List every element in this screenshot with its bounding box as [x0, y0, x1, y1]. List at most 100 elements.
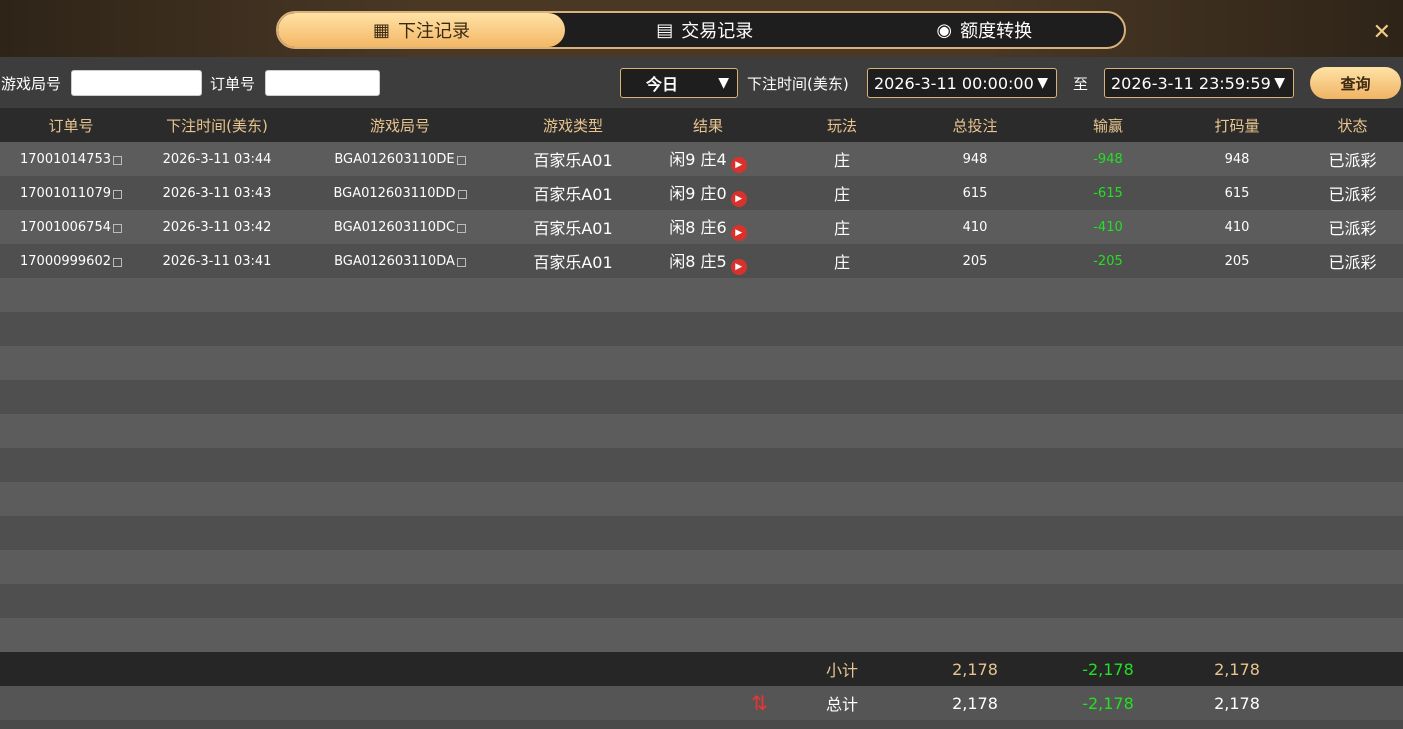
game-type: 百家乐A01	[533, 219, 613, 238]
refresh-icon[interactable]: ⇅	[751, 691, 768, 715]
play-replay-icon[interactable]: ▶	[730, 258, 747, 275]
copy-icon[interactable]	[112, 155, 122, 165]
column-header: 下注时间(美东)	[166, 116, 268, 135]
empty-row	[0, 380, 1403, 414]
game-type: 百家乐A01	[533, 185, 613, 204]
play-replay-icon[interactable]: ▶	[730, 190, 747, 207]
tab-transaction-records[interactable]: ▤ 交易记录	[656, 19, 754, 43]
order-id: 17001014753	[20, 151, 111, 167]
tab-bar: ▦ 下注记录 ▤ 交易记录 ◉ 额度转换	[276, 11, 1126, 49]
status: 已派彩	[1328, 253, 1377, 272]
empty-row	[0, 482, 1403, 516]
round-id: BGA012603110DE	[334, 151, 455, 167]
valid-bet: 615	[1224, 185, 1250, 201]
order-label: 订单号	[210, 75, 256, 93]
query-button[interactable]: 查询	[1310, 67, 1401, 99]
win-loss: -948	[1093, 151, 1123, 167]
column-header: 玩法	[826, 116, 857, 135]
total-bet: 410	[962, 219, 988, 235]
win-loss: -615	[1093, 185, 1123, 201]
start-time-select[interactable]: 2026-3-11 00:00:00 ▼	[867, 68, 1057, 98]
play-type: 庄	[833, 219, 850, 238]
copy-icon[interactable]	[112, 223, 122, 233]
tab-bet-records[interactable]: ▦ 下注记录	[278, 13, 565, 47]
result: 闲8 庄6	[669, 217, 727, 237]
copy-icon[interactable]	[456, 257, 466, 267]
column-header: 订单号	[48, 116, 94, 135]
coins-icon: ◉	[936, 19, 953, 41]
order-id: 17001006754	[20, 219, 111, 235]
close-icon[interactable]: ✕	[1372, 20, 1391, 45]
subtotal-win: -2,178	[1082, 659, 1134, 679]
win-loss: -205	[1093, 253, 1123, 269]
round-id: BGA012603110DC	[333, 219, 456, 235]
total-bet: 205	[962, 253, 988, 269]
chevron-down-icon: ▼	[1037, 75, 1048, 91]
order-input[interactable]	[265, 70, 380, 96]
total-row: ⇅ 总计 2,178 -2,178 2,178	[0, 686, 1403, 720]
table-row: 17001006754 2026-3-11 03:42 BGA012603110…	[0, 210, 1403, 244]
copy-icon[interactable]	[456, 155, 466, 165]
play-replay-icon[interactable]: ▶	[730, 156, 747, 173]
result: 闲8 庄5	[669, 251, 727, 271]
column-header: 总投注	[952, 116, 998, 135]
empty-row	[0, 278, 1403, 312]
empty-row	[0, 618, 1403, 652]
valid-bet: 948	[1224, 151, 1250, 167]
column-header: 结果	[692, 116, 723, 135]
status: 已派彩	[1328, 219, 1377, 238]
copy-icon[interactable]	[112, 189, 122, 199]
total-win: -2,178	[1082, 693, 1134, 713]
copy-icon[interactable]	[457, 223, 467, 233]
round-id: BGA012603110DA	[334, 253, 455, 269]
play-type: 庄	[833, 151, 850, 170]
game-type: 百家乐A01	[533, 253, 613, 272]
table-row: 17001014753 2026-3-11 03:44 BGA012603110…	[0, 142, 1403, 176]
status: 已派彩	[1328, 185, 1377, 204]
period-select[interactable]: 今日 ▼	[620, 68, 738, 98]
column-header: 输赢	[1092, 116, 1123, 135]
column-header: 游戏局号	[369, 116, 430, 135]
bet-time: 2026-3-11 03:43	[162, 185, 272, 201]
play-replay-icon[interactable]: ▶	[730, 224, 747, 241]
win-loss: -410	[1093, 219, 1123, 235]
play-type: 庄	[833, 185, 850, 204]
bet-time: 2026-3-11 03:41	[162, 253, 272, 269]
total-bet: 2,178	[952, 693, 998, 713]
to-label: 至	[1073, 75, 1089, 93]
game-type: 百家乐A01	[533, 151, 613, 170]
clipboard-icon: ▤	[656, 19, 674, 41]
chevron-down-icon: ▼	[718, 75, 729, 91]
round-id: BGA012603110DD	[333, 185, 456, 201]
play-type: 庄	[833, 253, 850, 272]
time-label: 下注时间(美东)	[747, 75, 849, 93]
empty-row	[0, 312, 1403, 346]
empty-row	[0, 584, 1403, 618]
subtotal-bet: 2,178	[952, 659, 998, 679]
result: 闲9 庄0	[669, 183, 727, 203]
table-header: 订单号 下注时间(美东) 游戏局号 游戏类型 结果 玩法 总投注 输赢 打码量 …	[0, 108, 1403, 142]
total-bet: 615	[962, 185, 988, 201]
total-bet: 948	[962, 151, 988, 167]
bet-time: 2026-3-11 03:42	[162, 219, 272, 235]
filter-bar: 游戏局号 订单号 今日 ▼ 下注时间(美东) 2026-3-11 00:00:00…	[0, 57, 1403, 108]
round-input[interactable]	[71, 70, 202, 96]
order-id: 17001011079	[20, 185, 111, 201]
column-header: 状态	[1337, 116, 1368, 135]
total-valid: 2,178	[1214, 693, 1260, 713]
column-header: 打码量	[1214, 116, 1260, 135]
status: 已派彩	[1328, 151, 1377, 170]
end-time-select[interactable]: 2026-3-11 23:59:59 ▼	[1104, 68, 1294, 98]
valid-bet: 205	[1224, 253, 1250, 269]
bet-time: 2026-3-11 03:44	[162, 151, 272, 167]
bet-records-table: 订单号 下注时间(美东) 游戏局号 游戏类型 结果 玩法 总投注 输赢 打码量 …	[0, 108, 1403, 720]
order-id: 17000999602	[20, 253, 111, 269]
empty-row	[0, 516, 1403, 550]
copy-icon[interactable]	[112, 257, 122, 267]
empty-row	[0, 346, 1403, 380]
tab-credit-transfer[interactable]: ◉ 额度转换	[936, 19, 1033, 43]
subtotal-valid: 2,178	[1214, 659, 1260, 679]
top-bar: ▦ 下注记录 ▤ 交易记录 ◉ 额度转换 ✕	[0, 0, 1403, 57]
copy-icon[interactable]	[457, 189, 467, 199]
empty-row	[0, 550, 1403, 584]
